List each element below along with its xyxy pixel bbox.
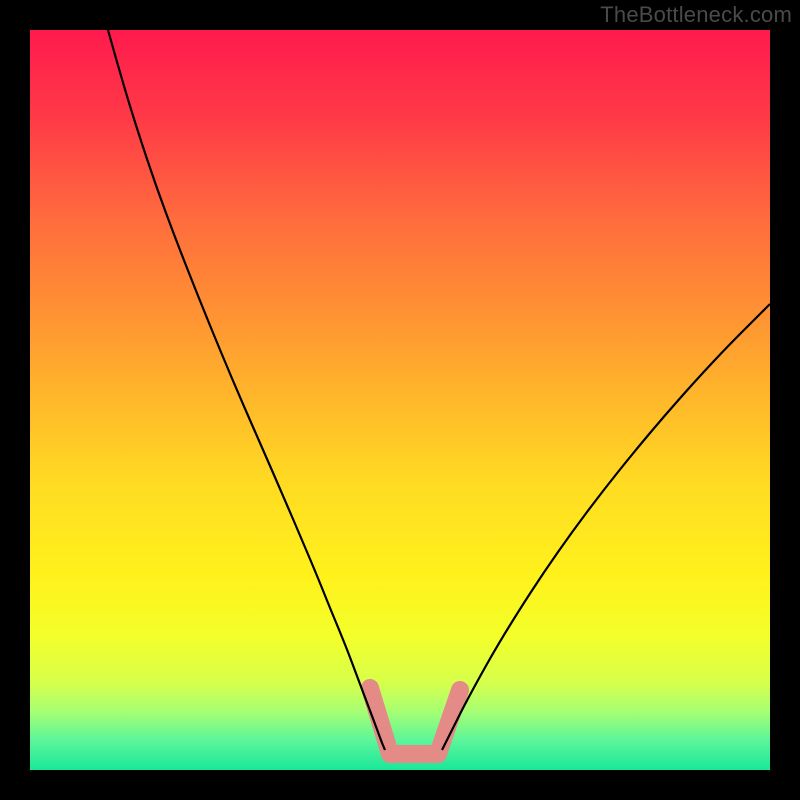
chart-frame: TheBottleneck.com: [0, 0, 800, 800]
watermark-text: TheBottleneck.com: [600, 2, 792, 28]
bottleneck-curve-chart: [0, 0, 800, 800]
